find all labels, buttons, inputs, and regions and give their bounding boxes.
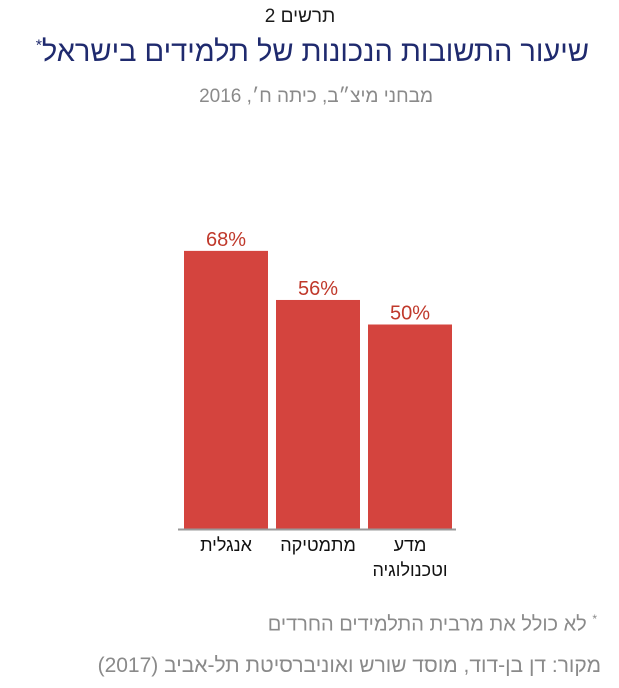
bar-1	[184, 250, 268, 529]
figure-label: תרשים 2	[264, 6, 336, 27]
chart-subtitle: מבחני מיצ״ב, כיתה ח׳, 2016	[199, 86, 433, 107]
category-label-3-line-1: מדע	[394, 535, 427, 555]
bar-chart: 68% אנגלית 56% מתמטיקה 50% מדע וטכנולוגיה	[178, 229, 456, 580]
category-label-2: מתמטיקה	[280, 535, 356, 555]
bar-2	[276, 299, 360, 529]
bar-3	[368, 324, 452, 529]
footnote-text: לא כולל את מרבית התלמידים החרדים	[267, 613, 587, 636]
chart-title-text: שיעור התשובות הנכונות של תלמידים בישראל	[41, 36, 589, 68]
chart-title: שיעור התשובות הנכונות של תלמידים בישראל*	[36, 36, 589, 69]
title-marker: *	[35, 37, 42, 55]
value-label-2: 56%	[298, 278, 338, 300]
value-label-1: 68%	[206, 229, 246, 251]
footnote-marker: *	[592, 612, 597, 626]
footnote: * לא כולל את מרבית התלמידים החרדים	[268, 612, 597, 637]
source-note: מקור: דן בן-דוד, מוסד שורש ואוניברסיטת ת…	[97, 654, 601, 677]
category-label-3-line-2: וטכנולוגיה	[372, 560, 447, 580]
category-label-1: אנגלית	[200, 535, 253, 555]
value-label-3: 50%	[390, 303, 430, 325]
